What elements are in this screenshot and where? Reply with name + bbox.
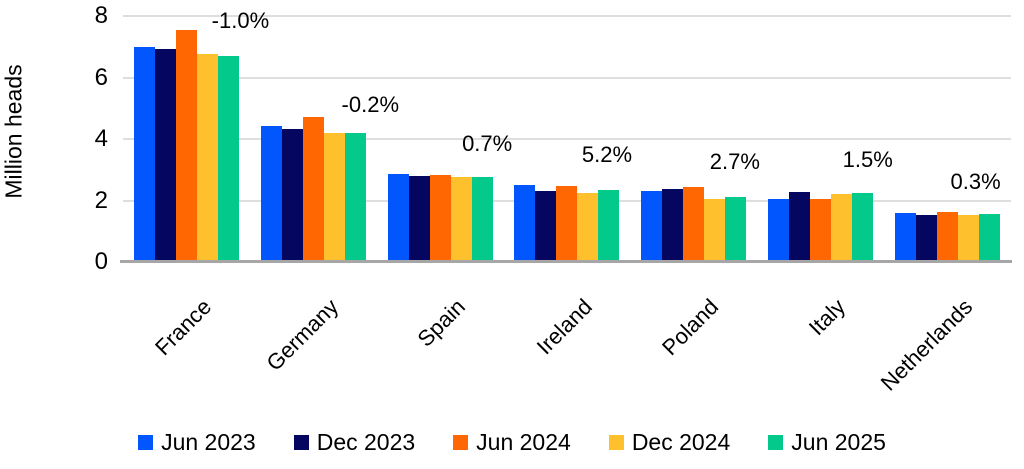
legend: Jun 2023 Dec 2023 Jun 2024 Dec 2024 Jun 2025 bbox=[0, 429, 1024, 456]
bar-dec-2023 bbox=[281, 128, 303, 262]
category-label: Germany bbox=[261, 294, 343, 376]
bar-jun-2024 bbox=[175, 29, 197, 262]
legend-swatch bbox=[453, 435, 469, 450]
legend-swatch bbox=[293, 435, 309, 450]
y-tick-label: 0 bbox=[94, 248, 108, 275]
legend-item: Dec 2023 bbox=[293, 429, 416, 456]
bar-group bbox=[250, 0, 377, 262]
category-label: Italy bbox=[804, 294, 851, 341]
bar-jun-2025 bbox=[725, 197, 747, 262]
legend-swatch bbox=[768, 435, 784, 450]
gridline bbox=[123, 15, 1011, 17]
annotation-label: 0.3% bbox=[950, 168, 1001, 194]
annotation-label: 5.2% bbox=[581, 141, 633, 167]
bar-jun-2023 bbox=[641, 190, 663, 262]
legend-swatch bbox=[608, 435, 624, 450]
bar-dec-2024 bbox=[958, 214, 980, 262]
annotation-label: -1.0% bbox=[211, 7, 270, 33]
legend-label: Jun 2023 bbox=[161, 429, 256, 455]
bar-jun-2023 bbox=[387, 173, 409, 262]
legend-item: Dec 2024 bbox=[608, 429, 731, 456]
bar-jun-2023 bbox=[895, 212, 917, 262]
y-axis-title: Million heads bbox=[0, 64, 27, 199]
bar-jun-2024 bbox=[302, 117, 324, 262]
plot-area: -1.0% -0.2% 0.7% 5.2% 2.7% 1.5% 0.3% bbox=[123, 0, 1011, 262]
bar-group bbox=[757, 0, 884, 262]
gridline bbox=[123, 138, 1011, 140]
bar-dec-2023 bbox=[916, 214, 938, 262]
gridline bbox=[123, 76, 1011, 79]
legend-item: Jun 2024 bbox=[453, 429, 571, 456]
bar-jun-2025 bbox=[344, 132, 366, 262]
bar-dec-2024 bbox=[323, 132, 345, 262]
bar-jun-2025 bbox=[471, 176, 493, 262]
bar-dec-2024 bbox=[196, 53, 218, 262]
y-axis: 0 2 4 6 8 bbox=[58, 0, 108, 290]
bar-jun-2025 bbox=[217, 55, 239, 262]
annotation-label: -0.2% bbox=[341, 92, 400, 118]
y-tick-label: 6 bbox=[94, 63, 108, 91]
bar-group bbox=[884, 0, 1011, 262]
legend-label: Dec 2024 bbox=[631, 429, 731, 455]
bar-jun-2024 bbox=[937, 211, 959, 262]
bar-dec-2023 bbox=[408, 175, 430, 262]
category-label: Poland bbox=[657, 294, 724, 361]
legend-swatch bbox=[138, 435, 154, 450]
bar-group bbox=[123, 0, 250, 262]
bar-jun-2024 bbox=[556, 186, 578, 262]
category-label: Netherlands bbox=[875, 294, 978, 396]
annotation-label: 0.7% bbox=[462, 130, 513, 156]
bar-group bbox=[377, 0, 504, 262]
bar-jun-2024 bbox=[429, 174, 451, 262]
bar-dec-2024 bbox=[704, 199, 726, 262]
bar-jun-2025 bbox=[979, 214, 1001, 262]
y-tick-label: 8 bbox=[94, 2, 108, 29]
category-label: France bbox=[150, 294, 217, 361]
y-tick-label: 4 bbox=[94, 125, 108, 152]
legend-label: Jun 2024 bbox=[476, 429, 571, 455]
category-label: Ireland bbox=[531, 294, 597, 360]
legend-item: Jun 2023 bbox=[138, 429, 256, 456]
bar-jun-2025 bbox=[598, 190, 620, 262]
bar-dec-2023 bbox=[789, 192, 811, 262]
bar-dec-2023 bbox=[662, 188, 684, 262]
bar-dec-2024 bbox=[831, 194, 853, 262]
bar-dec-2023 bbox=[535, 190, 557, 262]
y-tick-label: 2 bbox=[94, 186, 108, 214]
annotation-label: 2.7% bbox=[709, 148, 760, 174]
x-axis-line bbox=[120, 260, 1012, 263]
bar-jun-2023 bbox=[133, 47, 155, 262]
bar-jun-2023 bbox=[260, 126, 282, 262]
bar-jun-2024 bbox=[683, 186, 705, 262]
bar-group bbox=[504, 0, 631, 262]
bar-dec-2024 bbox=[450, 177, 472, 262]
bar-jun-2023 bbox=[768, 198, 790, 262]
legend-item: Jun 2025 bbox=[768, 429, 886, 456]
legend-label: Dec 2023 bbox=[316, 429, 416, 455]
bar-jun-2025 bbox=[852, 192, 874, 262]
bar-jun-2023 bbox=[514, 184, 536, 262]
legend-label: Jun 2025 bbox=[791, 429, 886, 455]
bar-jun-2024 bbox=[810, 198, 832, 262]
annotation-label: 1.5% bbox=[842, 147, 893, 173]
bar-group bbox=[630, 0, 757, 262]
bar-dec-2023 bbox=[154, 49, 176, 262]
bar-dec-2024 bbox=[577, 192, 599, 262]
category-label: Spain bbox=[412, 294, 470, 352]
